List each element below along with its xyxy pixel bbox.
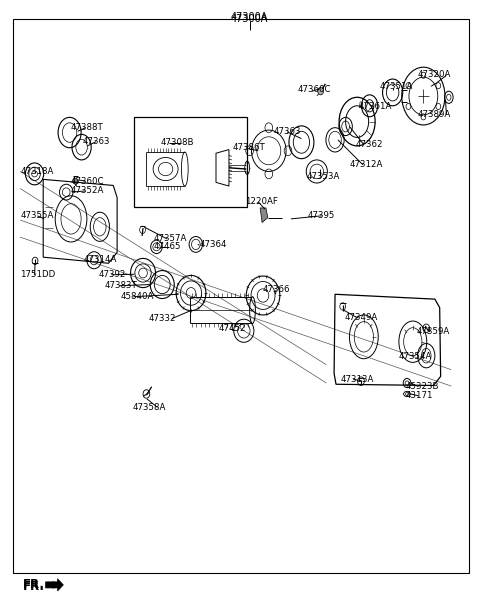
Text: 47362: 47362 — [355, 140, 383, 149]
Text: 47395: 47395 — [307, 212, 335, 220]
Text: 47352A: 47352A — [71, 187, 105, 195]
Text: 47359A: 47359A — [417, 328, 450, 336]
Circle shape — [73, 178, 78, 184]
Text: 47312A: 47312A — [349, 160, 383, 168]
Text: 47314A: 47314A — [84, 255, 118, 263]
Text: 47313A: 47313A — [341, 375, 374, 384]
Text: 47383T: 47383T — [105, 282, 137, 290]
Text: 45840A: 45840A — [121, 292, 155, 301]
Text: 1751DD: 1751DD — [20, 271, 55, 279]
Circle shape — [318, 88, 324, 95]
Text: 47366: 47366 — [263, 285, 290, 294]
Text: 47363: 47363 — [83, 137, 110, 145]
Polygon shape — [260, 208, 268, 223]
Text: 47300A: 47300A — [231, 12, 268, 22]
Text: 47389A: 47389A — [418, 110, 451, 119]
Text: 43171: 43171 — [406, 392, 433, 400]
Text: 47351A: 47351A — [379, 82, 413, 91]
Text: FR.: FR. — [23, 579, 45, 593]
Text: 47318A: 47318A — [20, 167, 54, 176]
Text: 47465: 47465 — [154, 243, 181, 251]
Text: 47388T: 47388T — [71, 123, 104, 132]
Text: 47361A: 47361A — [359, 102, 393, 111]
Text: 47358A: 47358A — [132, 403, 166, 412]
Text: 45323B: 45323B — [406, 382, 439, 391]
Text: 47360C: 47360C — [71, 177, 105, 185]
Text: 47308B: 47308B — [161, 138, 194, 147]
Text: 47386T: 47386T — [233, 143, 265, 152]
Text: 47360C: 47360C — [298, 86, 331, 94]
Polygon shape — [46, 579, 63, 591]
Text: 47300A: 47300A — [231, 15, 268, 24]
Text: 47354A: 47354A — [398, 352, 432, 361]
Text: 47364: 47364 — [199, 240, 227, 249]
Text: 1220AF: 1220AF — [245, 198, 277, 206]
Bar — [134, 117, 247, 207]
Text: 47320A: 47320A — [418, 70, 451, 78]
Text: 47332: 47332 — [149, 314, 176, 323]
Text: 47357A: 47357A — [154, 234, 187, 243]
Text: 47452: 47452 — [218, 324, 246, 333]
Text: 47353A: 47353A — [306, 172, 340, 181]
Text: FR.: FR. — [23, 578, 45, 592]
Text: 47349A: 47349A — [345, 313, 378, 322]
Text: 47392: 47392 — [98, 271, 126, 279]
Text: 47355A: 47355A — [20, 212, 54, 220]
Text: 47363: 47363 — [274, 127, 301, 136]
